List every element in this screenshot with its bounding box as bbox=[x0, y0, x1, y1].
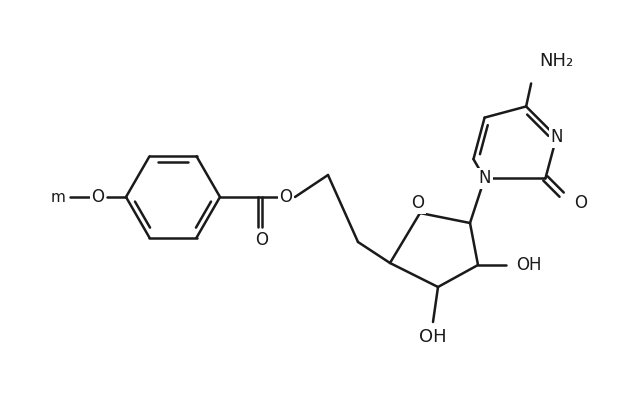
Text: NH₂: NH₂ bbox=[539, 52, 573, 70]
Text: N: N bbox=[478, 169, 491, 187]
Text: O: O bbox=[412, 194, 424, 212]
Text: O: O bbox=[255, 231, 269, 249]
Text: OH: OH bbox=[419, 328, 447, 346]
Text: O: O bbox=[280, 188, 292, 206]
Text: O: O bbox=[574, 194, 587, 212]
Text: m: m bbox=[51, 189, 65, 204]
Text: O: O bbox=[92, 188, 104, 206]
Text: OH: OH bbox=[516, 256, 541, 274]
Text: N: N bbox=[550, 128, 563, 146]
